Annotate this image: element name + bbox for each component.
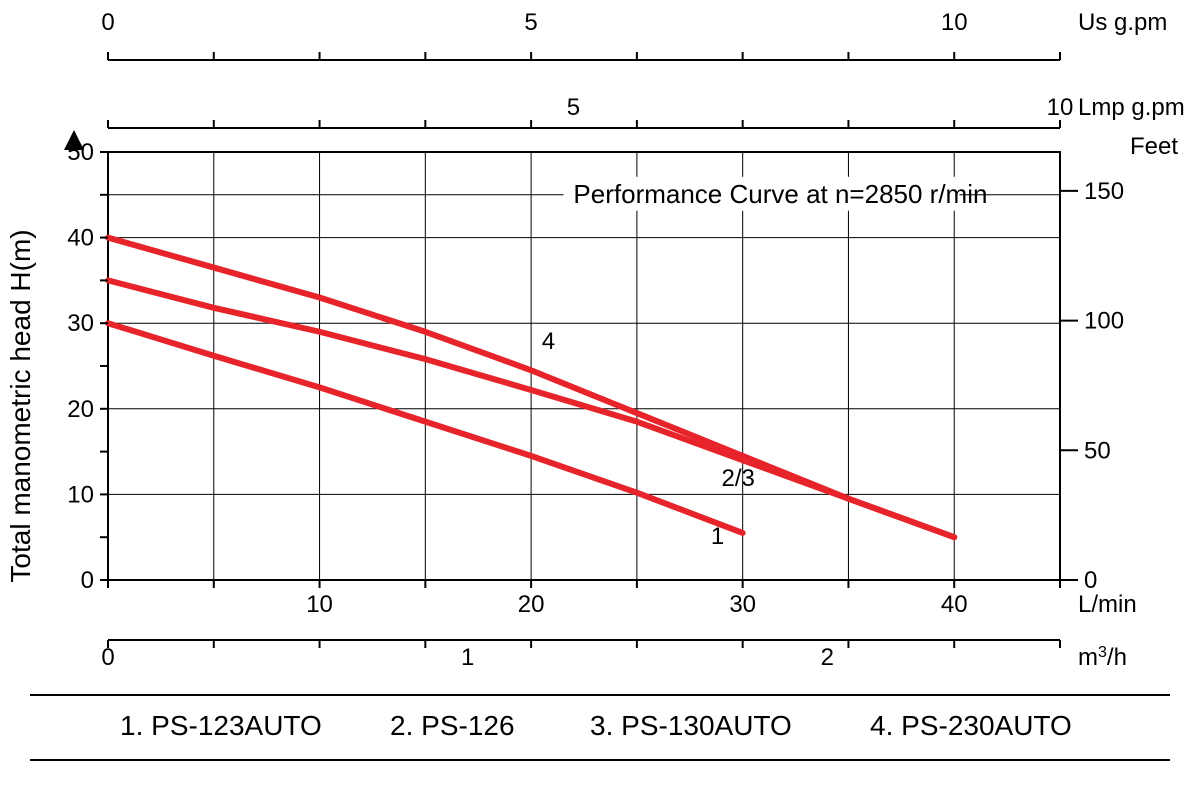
x-top1-tick-label: 0 [101, 9, 114, 36]
y-left-tick-label: 10 [67, 481, 94, 508]
pump-performance-chart: 1 2/3 4 Performance Curve at n=2850 r/min 0 1… [0, 0, 1200, 790]
x-top1-tick-label: 10 [941, 9, 968, 36]
y-right-tick-label: 0 [1084, 567, 1097, 594]
x-top1-axis-label: Us g.pm [1078, 9, 1167, 36]
curve-2-3-label: 2/3 [722, 465, 755, 492]
x-bottom2-tick-label: 2 [821, 644, 834, 671]
x-bottom-tick-label: 40 [941, 591, 968, 618]
legend-item: 1. PS-123AUTO [120, 710, 322, 741]
y-left-tick-label: 40 [67, 225, 94, 252]
y-right-tick-label: 150 [1084, 178, 1124, 205]
y-left-axis-label: Total manometric head H(m) [5, 229, 36, 582]
x-bottom-axis-label: L/min [1078, 591, 1137, 618]
x-bottom-tick-label: 30 [729, 591, 756, 618]
curve-1-label: 1 [711, 523, 724, 550]
y-left-tick-label: 30 [67, 310, 94, 337]
y-left-tick-label: 0 [81, 567, 94, 594]
chart-title: Performance Curve at n=2850 r/min [573, 179, 987, 209]
y-right-tick-label: 50 [1084, 437, 1111, 464]
x-bottom2-tick-label: 1 [461, 644, 474, 671]
x-top2-axis-label: Lmp g.pm [1078, 94, 1185, 121]
y-right-tick-label: 100 [1084, 308, 1124, 335]
curve-4-label: 4 [542, 328, 555, 355]
x-bottom2-tick-label: 0 [101, 644, 114, 671]
y-left-tick-label: 20 [67, 396, 94, 423]
legend-item: 4. PS-230AUTO [870, 710, 1072, 741]
x-bottom-tick-label: 10 [306, 591, 333, 618]
x-bottom-tick-label: 20 [518, 591, 545, 618]
x-top2-tick-label: 10 [1047, 94, 1074, 121]
legend-item: 3. PS-130AUTO [590, 710, 792, 741]
legend-item: 2. PS-126 [390, 710, 515, 741]
y-right-axis-label: Feet [1130, 133, 1178, 160]
x-bottom2-axis-label: m3/h [1078, 644, 1127, 672]
x-top2-tick-label: 5 [567, 94, 580, 121]
x-top1-tick-label: 5 [524, 9, 537, 36]
